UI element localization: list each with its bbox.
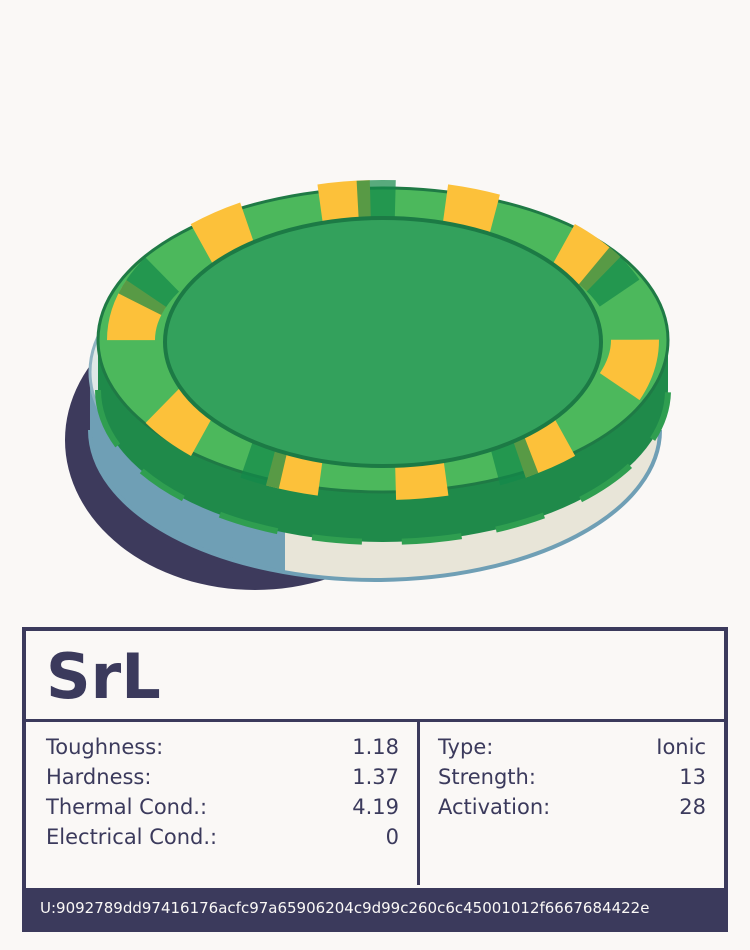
- property-label: Hardness:: [46, 765, 152, 789]
- card-id: U:9092789dd97416176acfc97a65906204c9d99c…: [26, 888, 724, 928]
- property-column: Toughness: 1.18 Hardness: 1.37 Thermal Cond.…: [26, 722, 420, 885]
- chip-illustration: [65, 180, 671, 590]
- property-row: Electrical Cond.: 0: [46, 822, 399, 852]
- property-label: Electrical Cond.:: [46, 825, 218, 849]
- property-value: 4.19: [352, 795, 399, 819]
- property-label: Toughness:: [46, 735, 164, 759]
- property-row: Toughness: 1.18: [46, 732, 399, 762]
- property-label: Type:: [438, 735, 494, 759]
- property-value: 1.37: [352, 765, 399, 789]
- chip-dark-segments: [107, 180, 659, 500]
- card-title: SrL: [26, 631, 724, 722]
- property-row: Hardness: 1.37: [46, 762, 399, 792]
- chip-segments: [107, 180, 659, 500]
- property-label: Strength:: [438, 765, 536, 789]
- property-label: Thermal Cond.:: [46, 795, 208, 819]
- property-column: Type: Ionic Strength: 13 Activation: 28: [420, 722, 724, 885]
- base-edge: [88, 429, 662, 582]
- property-row: Thermal Cond.: 4.19: [46, 792, 399, 822]
- properties: Toughness: 1.18 Hardness: 1.37 Thermal Cond.…: [26, 722, 724, 885]
- property-label: Activation:: [438, 795, 551, 819]
- property-value: 28: [679, 795, 706, 819]
- property-row: Type: Ionic: [438, 732, 706, 762]
- chip-center: [163, 216, 603, 468]
- property-value: 13: [679, 765, 706, 789]
- property-row: Activation: 28: [438, 792, 706, 822]
- property-value: 1.18: [352, 735, 399, 759]
- property-value: Ionic: [656, 735, 706, 759]
- property-value: 0: [385, 825, 399, 849]
- property-row: Strength: 13: [438, 762, 706, 792]
- info-card: SrL Toughness: 1.18 Hardness: 1.37 Thermal C…: [22, 627, 728, 932]
